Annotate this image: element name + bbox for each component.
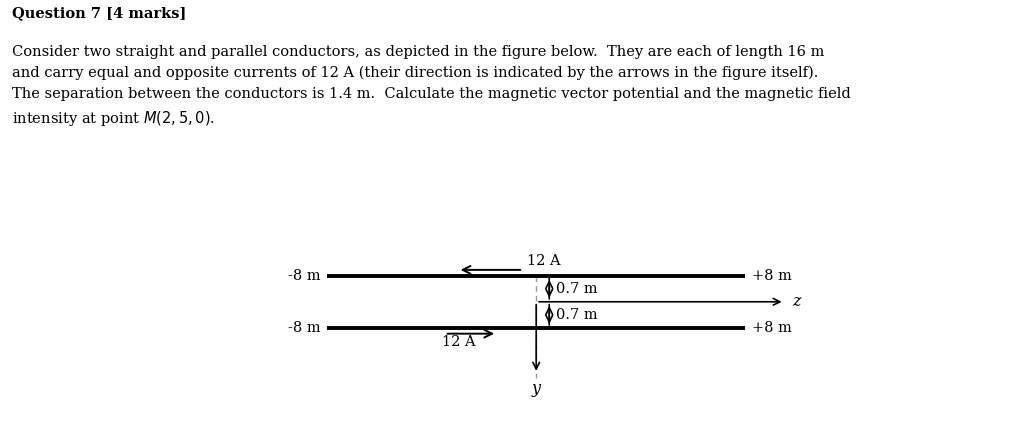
Text: Consider two straight and parallel conductors, as depicted in the figure below. : Consider two straight and parallel condu… — [12, 45, 851, 128]
Text: 12 A: 12 A — [442, 335, 476, 349]
Text: 0.7 m: 0.7 m — [556, 308, 597, 322]
Text: -8 m: -8 m — [288, 269, 321, 283]
Text: -8 m: -8 m — [288, 321, 321, 335]
Text: 12 A: 12 A — [527, 254, 561, 268]
Text: +8 m: +8 m — [752, 321, 792, 335]
Text: Question 7 [4 marks]: Question 7 [4 marks] — [12, 6, 186, 21]
Text: y: y — [531, 380, 541, 397]
Text: z: z — [793, 293, 801, 310]
Text: +8 m: +8 m — [752, 269, 792, 283]
Text: 0.7 m: 0.7 m — [556, 282, 597, 296]
